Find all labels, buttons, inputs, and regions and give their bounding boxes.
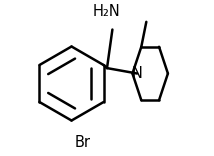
Text: H₂N: H₂N bbox=[93, 4, 121, 19]
Text: N: N bbox=[132, 66, 143, 81]
Text: Br: Br bbox=[74, 135, 90, 150]
